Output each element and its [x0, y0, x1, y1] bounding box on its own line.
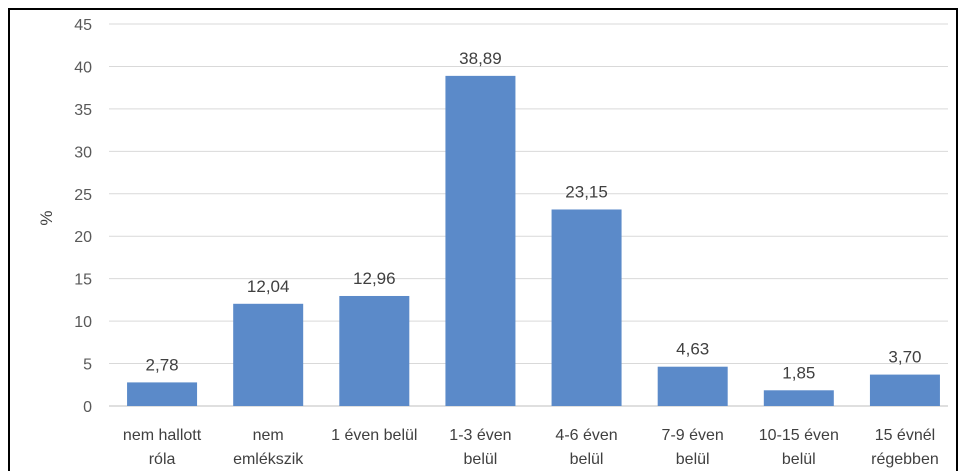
x-tick-label: 1-3 éven [449, 427, 511, 444]
y-tick-label: 0 [83, 399, 92, 416]
data-label: 12,96 [353, 269, 396, 288]
x-tick-label: 4-6 éven [555, 427, 617, 444]
bar [869, 374, 940, 406]
y-tick-label: 35 [74, 102, 92, 119]
bar [657, 366, 728, 406]
data-label: 12,04 [247, 277, 290, 296]
x-tick-label: 15 évnél [875, 427, 936, 444]
x-tick-label: 1 éven belül [331, 427, 417, 444]
y-axis: 0 5 10 15 20 25 30 35 40 45 [74, 17, 92, 416]
x-tick-label: régebben [871, 451, 939, 468]
bar [339, 295, 410, 406]
x-tick-label: róla [149, 451, 176, 468]
bars [127, 75, 940, 406]
data-labels: 2,78 12,04 12,96 38,89 23,15 4,63 1,85 3,70 [146, 49, 922, 382]
x-tick-label: emlékszik [233, 451, 304, 468]
y-tick-label: 20 [74, 229, 92, 246]
y-tick-label: 30 [74, 144, 92, 161]
x-tick-label: 7-9 éven [662, 427, 724, 444]
x-tick-label: belül [676, 451, 710, 468]
data-label: 23,15 [565, 182, 608, 201]
x-tick-label: belül [570, 451, 604, 468]
x-axis: nem hallott róla nem emlékszik 1 éven belül 1… [123, 427, 939, 468]
x-tick-label: belül [464, 451, 498, 468]
data-label: 2,78 [146, 355, 179, 374]
y-tick-label: 10 [74, 314, 92, 331]
y-axis-label: % [37, 210, 56, 225]
bar [763, 390, 834, 406]
bar [445, 75, 516, 406]
x-tick-label: 10-15 éven [759, 427, 839, 444]
data-label: 1,85 [782, 363, 815, 382]
x-tick-label: nem hallott [123, 427, 202, 444]
y-tick-label: 45 [74, 17, 92, 34]
y-tick-label: 5 [83, 357, 92, 374]
bar [127, 382, 198, 406]
bar [551, 209, 622, 406]
data-label: 38,89 [459, 49, 502, 68]
data-label: 4,63 [676, 340, 709, 359]
x-tick-label: nem [253, 427, 284, 444]
x-tick-label: belül [782, 451, 816, 468]
y-tick-label: 25 [74, 187, 92, 204]
data-label: 3,70 [888, 348, 921, 367]
y-tick-label: 40 [74, 59, 92, 76]
y-tick-label: 15 [74, 272, 92, 289]
bar [233, 303, 304, 406]
